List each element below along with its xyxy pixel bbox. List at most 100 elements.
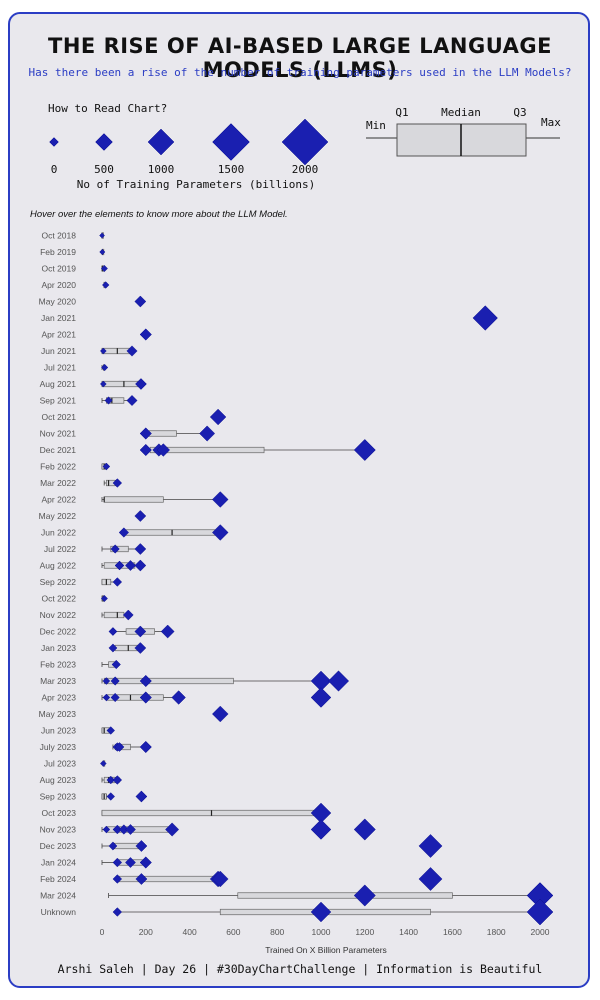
- data-point: [99, 248, 106, 256]
- data-point: [106, 792, 116, 801]
- size-legend-diamond: [49, 137, 59, 147]
- hover-note: Hover over the elements to know more abo…: [30, 209, 288, 220]
- chart-row: Jan 2024: [41, 856, 152, 869]
- row-label: May 2023: [39, 709, 77, 719]
- box: [103, 677, 234, 685]
- data-point: [139, 674, 152, 688]
- data-point: [199, 425, 216, 442]
- row-label: Mar 2022: [40, 478, 76, 488]
- data-point: [135, 840, 148, 852]
- data-point: [125, 857, 136, 868]
- row-label: Aug 2023: [40, 775, 77, 785]
- size-legend-value: 0: [51, 163, 58, 176]
- data-point: [135, 873, 148, 885]
- row-label: July 2023: [40, 742, 77, 752]
- chart-row: Aug 2022: [40, 559, 147, 572]
- data-point: [110, 544, 120, 554]
- boxplot-legend-max: Max: [541, 116, 561, 129]
- data-point: [111, 659, 121, 670]
- row-label: May 2020: [39, 297, 77, 307]
- chart-row: Feb 2022: [40, 462, 111, 472]
- row-label: Sep 2021: [40, 396, 77, 406]
- x-tick-label: 1200: [355, 927, 374, 937]
- box: [237, 892, 453, 899]
- x-tick-label: 1600: [443, 927, 462, 937]
- chart-row: Aug 2023: [40, 775, 123, 785]
- data-point: [134, 295, 147, 308]
- chart-row: Feb 2023: [40, 659, 121, 670]
- boxplot-legend-q3: Q3: [513, 106, 526, 119]
- size-legend-value: 1500: [218, 163, 245, 176]
- data-point: [101, 363, 109, 372]
- size-legend-value: 500: [94, 163, 114, 176]
- data-point: [418, 867, 443, 891]
- row-label: Jul 2022: [44, 544, 76, 554]
- row-label: Apr 2022: [42, 495, 77, 505]
- data-point: [139, 427, 152, 440]
- size-legend: 0 500 1000 1500 2000: [49, 118, 329, 176]
- data-point: [211, 491, 229, 508]
- data-point: [99, 347, 107, 355]
- data-point: [108, 627, 118, 636]
- chart-row: Jun 2021: [41, 345, 138, 357]
- data-point: [99, 380, 107, 388]
- row-label: Dec 2021: [40, 445, 77, 455]
- data-point: [125, 560, 136, 571]
- data-point: [102, 677, 111, 685]
- chart-row: Jan 2023: [41, 642, 147, 654]
- data-point: [126, 345, 138, 357]
- row-label: Oct 2022: [42, 594, 77, 604]
- data-point: [209, 408, 227, 426]
- chart-row: Dec 2022: [40, 624, 175, 639]
- row-label: Jan 2024: [41, 858, 76, 868]
- row-label: Nov 2023: [40, 825, 77, 835]
- data-point: [353, 884, 376, 907]
- data-point: [112, 857, 123, 868]
- size-legend-diamond: [281, 118, 329, 166]
- data-point: [125, 824, 136, 835]
- chart-row: Oct 2021: [42, 408, 227, 426]
- data-point: [165, 822, 180, 837]
- size-legend-diamond: [212, 123, 250, 161]
- boxplot-legend-min: Min: [366, 119, 386, 132]
- data-point: [112, 907, 123, 917]
- data-point: [112, 478, 123, 488]
- chart-row: Mar 2022: [40, 478, 123, 488]
- chart-row: Unknown: [41, 898, 554, 926]
- data-point: [126, 394, 138, 407]
- x-tick-label: 2000: [531, 927, 550, 937]
- chart-row: Oct 2022: [42, 594, 108, 604]
- data-point: [139, 443, 152, 457]
- chart-row: Feb 2024: [40, 867, 443, 891]
- x-tick-label: 0: [100, 927, 105, 937]
- row-label: Dec 2023: [40, 841, 77, 851]
- data-point: [310, 687, 332, 708]
- data-point: [114, 742, 125, 752]
- data-point: [353, 439, 376, 461]
- size-legend-diamond: [95, 133, 113, 151]
- row-label: Mar 2023: [40, 676, 76, 686]
- row-label: Aug 2022: [40, 561, 77, 571]
- row-label: Oct 2021: [42, 412, 77, 422]
- row-label: Apr 2023: [42, 693, 77, 703]
- data-point: [139, 691, 152, 704]
- data-point: [135, 790, 148, 803]
- row-label: Unknown: [41, 907, 77, 917]
- row-label: Jul 2023: [44, 759, 76, 769]
- row-label: Jan 2021: [41, 313, 76, 323]
- data-point: [112, 775, 123, 785]
- data-point: [160, 624, 175, 639]
- data-point: [156, 443, 171, 457]
- data-point: [418, 834, 443, 858]
- row-label: Feb 2022: [40, 462, 76, 472]
- row-label: Jul 2021: [44, 363, 76, 373]
- chart-row: Jul 2023: [44, 759, 107, 769]
- data-point: [108, 841, 118, 851]
- chart-row: Sep 2021: [40, 394, 138, 407]
- x-axis: 0 200 400 600 800 1000 1200 1400 1600 1800 2000: [100, 927, 550, 937]
- chart-row: Sep 2022: [40, 577, 123, 587]
- chart-row: Dec 2021: [40, 439, 376, 461]
- chart-row: Apr 2021: [42, 328, 152, 341]
- x-axis-label: Trained On X Billion Parameters: [265, 945, 387, 955]
